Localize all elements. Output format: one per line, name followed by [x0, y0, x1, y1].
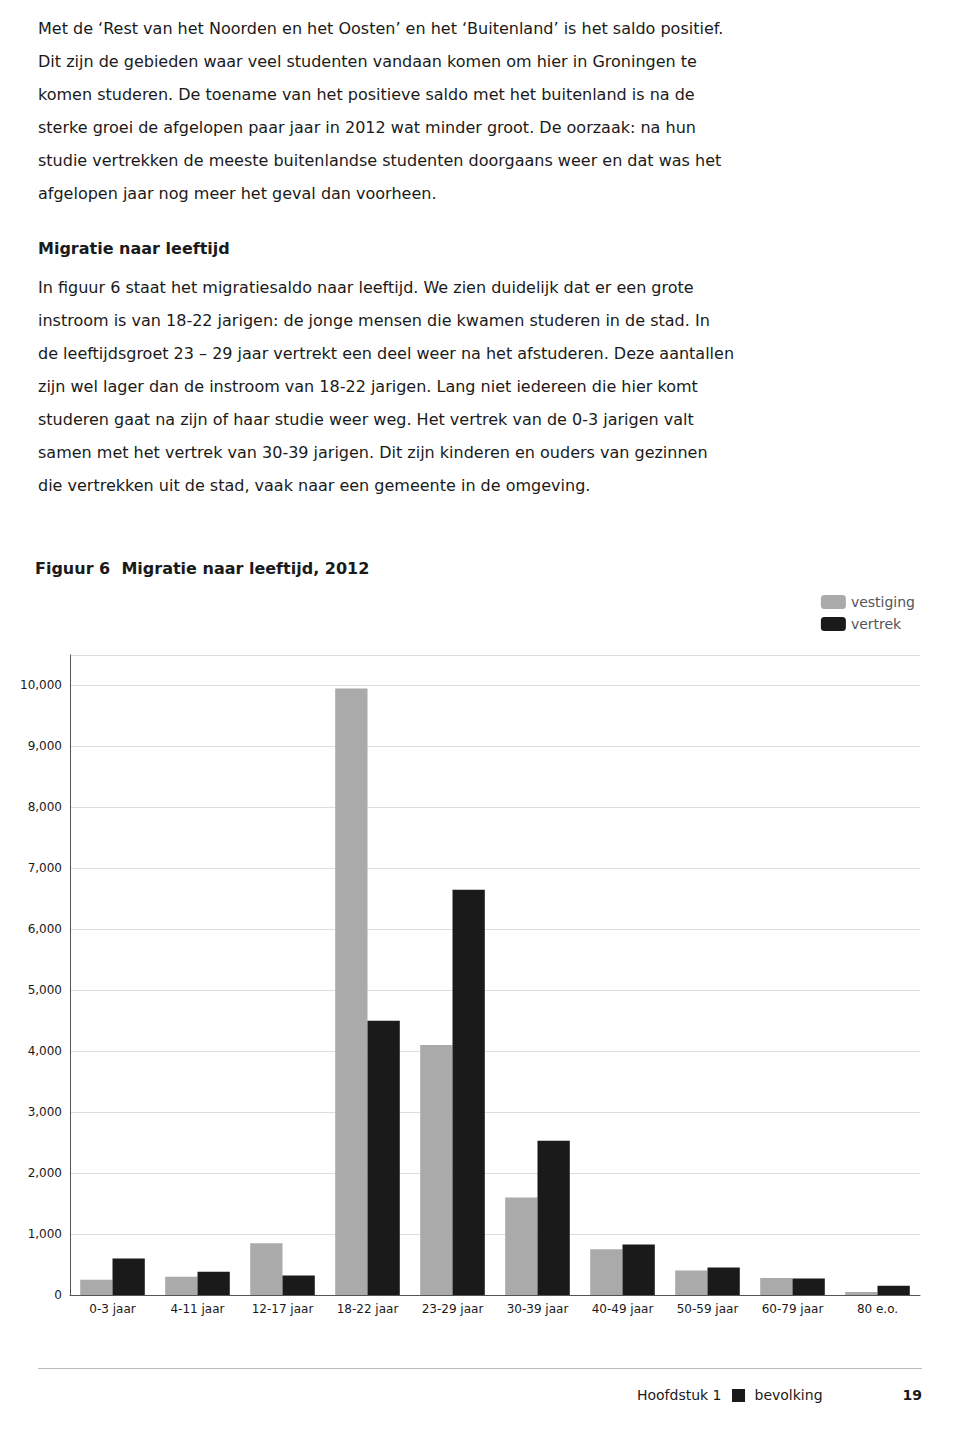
- svg-text:40-49 jaar: 40-49 jaar: [592, 1302, 654, 1316]
- html-text:komen studeren. De toename van: komen studeren. De toename van het posit…: [38, 85, 695, 104]
- svg-text:4-11 jaar: 4-11 jaar: [170, 1302, 224, 1316]
- html-text:afgelopen jaar nog meer het ge: afgelopen jaar nog meer het geval dan vo…: [38, 184, 437, 203]
- html-text:zijn wel lager dan de instroom: zijn wel lager dan de instroom van 18-22…: [38, 377, 698, 396]
- html-text:Dit zijn de gebieden waar veel: Dit zijn de gebieden waar veel studenten…: [38, 52, 697, 71]
- svg-text:vestiging: vestiging: [851, 594, 915, 610]
- svg-text:7,000: 7,000: [28, 861, 62, 875]
- svg-text:10,000: 10,000: [20, 678, 62, 692]
- svg-text:5,000: 5,000: [28, 983, 62, 997]
- html-text:de leeftijdsgroet 23 – 29 jaar: de leeftijdsgroet 23 – 29 jaar vertrekt …: [38, 344, 734, 363]
- svg-text:50-59 jaar: 50-59 jaar: [677, 1302, 739, 1316]
- html-text:Met de ‘Rest van het Noorden e: Met de ‘Rest van het Noorden en het Oost…: [38, 19, 724, 38]
- svg-text:0-3 jaar: 0-3 jaar: [89, 1302, 135, 1316]
- svg-text:1,000: 1,000: [28, 1227, 62, 1241]
- svg-text:3,000: 3,000: [28, 1105, 62, 1119]
- html-text:In figuur 6 staat het migratie: In figuur 6 staat het migratiesaldo naar…: [38, 278, 694, 297]
- html-text:Hoofdstuk 1: Hoofdstuk 1: [636, 1387, 722, 1403]
- svg-text:60-79 jaar: 60-79 jaar: [762, 1302, 824, 1316]
- svg-text:18-22 jaar: 18-22 jaar: [337, 1302, 399, 1316]
- html-text:19: 19: [902, 1387, 922, 1403]
- html-text:samen met het vertrek van 30-3: samen met het vertrek van 30-39 jarigen.…: [38, 443, 708, 462]
- html-text:bevolking: bevolking: [754, 1387, 823, 1403]
- svg-text:0: 0: [54, 1288, 62, 1302]
- svg-text:8,000: 8,000: [28, 800, 62, 814]
- svg-text:4,000: 4,000: [28, 1044, 62, 1058]
- html-text:Migratie naar leeftijd: Migratie naar leeftijd: [38, 239, 230, 258]
- svg-text:80 e.o.: 80 e.o.: [857, 1302, 898, 1316]
- svg-text:9,000: 9,000: [28, 739, 62, 753]
- html-text:studeren gaat na zijn of haar: studeren gaat na zijn of haar studie wee…: [38, 410, 694, 429]
- svg-text:12-17 jaar: 12-17 jaar: [252, 1302, 314, 1316]
- svg-text:2,000: 2,000: [28, 1166, 62, 1180]
- svg-text:23-29 jaar: 23-29 jaar: [422, 1302, 484, 1316]
- svg-text:30-39 jaar: 30-39 jaar: [507, 1302, 569, 1316]
- html-text:die vertrekken uit de stad, va: die vertrekken uit de stad, vaak naar ee…: [38, 476, 591, 495]
- svg-text:6,000: 6,000: [28, 922, 62, 936]
- svg-text:Figuur 6 Migratie naar leefti: Figuur 6 Migratie naar leeftijd, 2012: [35, 559, 369, 578]
- html-text:sterke groei de afgelopen paar: sterke groei de afgelopen paar jaar in 2…: [38, 118, 696, 137]
- html-text:instroom is van 18-22 jarigen:: instroom is van 18-22 jarigen: de jonge …: [38, 311, 710, 330]
- svg-text:vertrek: vertrek: [851, 616, 902, 632]
- html-text:studie vertrekken de meeste bu: studie vertrekken de meeste buitenlandse…: [38, 151, 722, 170]
